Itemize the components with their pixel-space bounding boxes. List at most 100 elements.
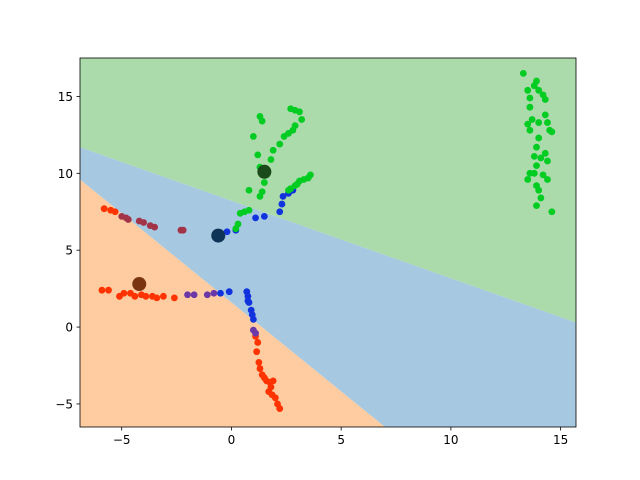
data-point [260, 212, 268, 220]
data-point [234, 220, 242, 228]
data-point [179, 226, 187, 234]
y-tick-label: 5 [65, 244, 73, 258]
x-tick-label: −5 [113, 433, 131, 447]
data-point [298, 116, 306, 123]
data-point [519, 69, 527, 77]
data-point [307, 171, 314, 179]
data-point [533, 77, 540, 85]
data-point [526, 169, 534, 177]
data-point [254, 339, 262, 346]
data-point [253, 348, 261, 356]
data-point [98, 286, 106, 294]
data-point [533, 162, 540, 170]
data-point [267, 156, 275, 163]
data-point [223, 228, 231, 236]
data-point [245, 186, 253, 194]
data-point [524, 120, 532, 128]
data-point [269, 377, 277, 385]
data-point [544, 176, 551, 183]
data-point [276, 140, 284, 148]
data-point [260, 179, 268, 186]
data-point [524, 176, 532, 183]
data-point [276, 405, 284, 412]
data-point [296, 108, 303, 116]
x-tick-label: 0 [228, 433, 236, 447]
cluster-centroids [132, 164, 272, 292]
data-point [544, 119, 551, 126]
data-point [279, 192, 287, 200]
data-point [535, 186, 543, 194]
data-point [252, 214, 259, 222]
data-point [217, 289, 224, 297]
data-point [544, 157, 551, 165]
data-point [269, 146, 277, 154]
data-point [255, 359, 263, 366]
y-axis: −5 0 5 10 15 [55, 90, 80, 411]
data-point [526, 126, 534, 134]
data-point [526, 103, 534, 111]
data-point [535, 119, 543, 126]
data-point [278, 200, 286, 208]
data-point [249, 315, 257, 323]
data-point [548, 128, 556, 136]
data-point [124, 216, 132, 223]
data-point [100, 205, 108, 213]
data-point [276, 208, 284, 216]
y-tick-label: 0 [65, 321, 73, 335]
data-point [526, 94, 534, 102]
data-point [541, 96, 549, 103]
data-point [254, 151, 262, 159]
data-point [153, 294, 161, 302]
data-point [291, 122, 299, 130]
data-point [159, 292, 167, 300]
centroid-marker [257, 164, 272, 179]
data-point [533, 143, 540, 151]
data-point [252, 329, 259, 337]
data-point [131, 292, 139, 300]
data-point [535, 86, 543, 94]
data-point [249, 133, 257, 140]
decision-region-1 [80, 147, 576, 427]
centroid-marker [132, 277, 147, 292]
data-point [210, 289, 218, 297]
x-tick-label: 5 [337, 433, 345, 447]
data-point [524, 86, 532, 94]
data-point [541, 111, 549, 119]
data-points [98, 69, 556, 412]
data-point [537, 154, 545, 162]
data-point [245, 206, 253, 214]
decision-regions [80, 58, 576, 427]
data-point [271, 394, 279, 402]
data-point [541, 149, 549, 157]
data-point [120, 289, 128, 297]
data-point [142, 292, 150, 300]
data-point [535, 134, 543, 142]
data-point [105, 286, 112, 294]
data-point [258, 117, 266, 125]
data-point [530, 153, 538, 160]
data-point [111, 208, 119, 216]
y-tick-label: 10 [58, 167, 73, 181]
data-point [140, 219, 148, 226]
decision-region-0 [80, 179, 386, 427]
data-point [548, 208, 556, 216]
data-point [539, 171, 547, 179]
data-point [170, 294, 178, 302]
y-tick-label: −5 [55, 397, 73, 411]
data-point [528, 116, 536, 123]
centroid-marker [211, 228, 226, 243]
x-tick-label: 10 [443, 433, 458, 447]
data-point [256, 365, 264, 372]
data-point [151, 223, 159, 231]
data-point [285, 186, 292, 194]
plot-frame [79, 57, 577, 428]
data-point [258, 188, 266, 196]
decision-region-2 [80, 58, 576, 323]
data-point [225, 288, 233, 296]
data-point [184, 291, 191, 299]
data-point [537, 194, 545, 202]
data-point [245, 299, 253, 306]
data-point [190, 291, 198, 299]
data-point [533, 202, 540, 210]
